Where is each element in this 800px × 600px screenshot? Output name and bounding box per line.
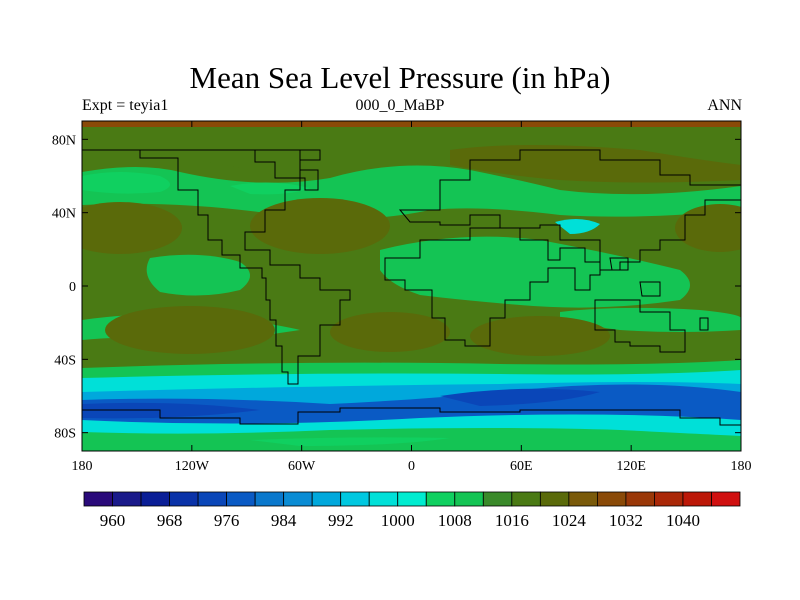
- colorbar-label: 992: [328, 511, 354, 530]
- period-label: 000_0_MaBP: [355, 97, 445, 114]
- greenland-coastline: [254, 149, 319, 191]
- axes: 180 120W 60W 0 60E 120E 180 80N 40N 0 40S 80S: [52, 121, 752, 474]
- south-atlantic-high: [330, 312, 450, 352]
- trough-core-pacific: [82, 402, 260, 419]
- north-subpolar-low-1008: [82, 165, 741, 219]
- equatorial-low-americas: [146, 254, 250, 296]
- aleutian-low: [82, 172, 170, 194]
- antarctic-interior-low: [250, 437, 450, 446]
- x-tick-label: 60W: [288, 459, 316, 474]
- colorbar-swatch: [539, 491, 570, 507]
- colorbar-swatch: [197, 491, 228, 507]
- colorbar-label: 1008: [438, 511, 472, 530]
- pacific-high-north: [82, 202, 182, 254]
- eurasia-coastline: [398, 149, 741, 271]
- colorbar-swatch: [140, 491, 170, 507]
- colorbar-label: 1016: [495, 511, 529, 530]
- colorbar-label: 1000: [381, 511, 415, 530]
- asian-high-core: [450, 145, 741, 183]
- maritime-continent-low: [560, 307, 741, 332]
- colorbar-label: 976: [214, 511, 240, 530]
- island-coastlines: [609, 257, 709, 331]
- colorbar-swatch: [226, 491, 256, 507]
- season-label: ANN: [707, 97, 742, 114]
- y-tick-label: 0: [69, 280, 76, 295]
- x-tick-label: 180: [731, 459, 752, 474]
- tibetan-low: [555, 218, 600, 234]
- colorbar-swatch: [425, 491, 456, 507]
- colorbar-label: 1024: [552, 511, 587, 530]
- coastlines: [82, 149, 741, 426]
- colorbar-swatch: [511, 491, 541, 507]
- x-tick-label: 120W: [175, 459, 210, 474]
- colorbar-swatch: [83, 491, 113, 507]
- americas-coastline: [82, 149, 351, 385]
- south-pacific-high: [105, 306, 275, 354]
- x-tick-label: 120E: [616, 459, 646, 474]
- azores-high: [250, 198, 390, 254]
- monsoon-low-africa-asia: [380, 236, 690, 308]
- experiment-label: Expt = teyia1: [82, 97, 169, 114]
- colorbar-swatch: [169, 491, 199, 507]
- indian-ocean-high: [470, 316, 610, 356]
- australia-coastline: [594, 299, 686, 353]
- colorbar-label: 984: [271, 511, 297, 530]
- colorbar-swatch: [254, 491, 285, 507]
- y-tick-label: 40N: [52, 207, 76, 222]
- colorbar-swatch: [568, 491, 598, 507]
- x-tick-label: 60E: [510, 459, 533, 474]
- pressure-field: [82, 121, 741, 451]
- icelandic-low: [230, 182, 310, 195]
- colorbar-swatch: [454, 491, 484, 507]
- colorbar-label: 960: [100, 511, 126, 530]
- colorbar-swatch: [482, 491, 513, 507]
- x-tick-label: 180: [72, 459, 93, 474]
- trough-core-indian: [440, 388, 600, 406]
- colorbar-label: 1032: [609, 511, 643, 530]
- colorbar-swatch: [397, 491, 427, 507]
- colorbar-swatch: [340, 491, 370, 507]
- colorbar-swatch: [682, 491, 712, 507]
- colorbar-swatch: [283, 491, 313, 507]
- x-tick-label: 0: [408, 459, 415, 474]
- map-title: Mean Sea Level Pressure (in hPa): [189, 60, 611, 95]
- colorbar-swatch: [654, 491, 684, 507]
- y-tick-label: 80S: [54, 427, 76, 442]
- colorbar-label: 968: [157, 511, 183, 530]
- colorbar: 960 968 976 984 992 1000 1008 1016 1024 1032 1040: [83, 491, 741, 530]
- africa-arabia-coastline: [384, 227, 601, 347]
- colorbar-swatch: [112, 491, 142, 507]
- colorbar-swatch: [711, 491, 741, 507]
- antarctica-coastline: [82, 407, 741, 426]
- colorbar-swatch: [596, 491, 627, 507]
- colorbar-swatch: [311, 491, 342, 507]
- y-tick-label: 40S: [54, 353, 76, 368]
- y-tick-label: 80N: [52, 133, 76, 148]
- pacific-high-west: [675, 204, 741, 252]
- colorbar-label: 1040: [666, 511, 700, 530]
- colorbar-swatch: [625, 491, 655, 507]
- colorbar-swatch: [368, 491, 399, 507]
